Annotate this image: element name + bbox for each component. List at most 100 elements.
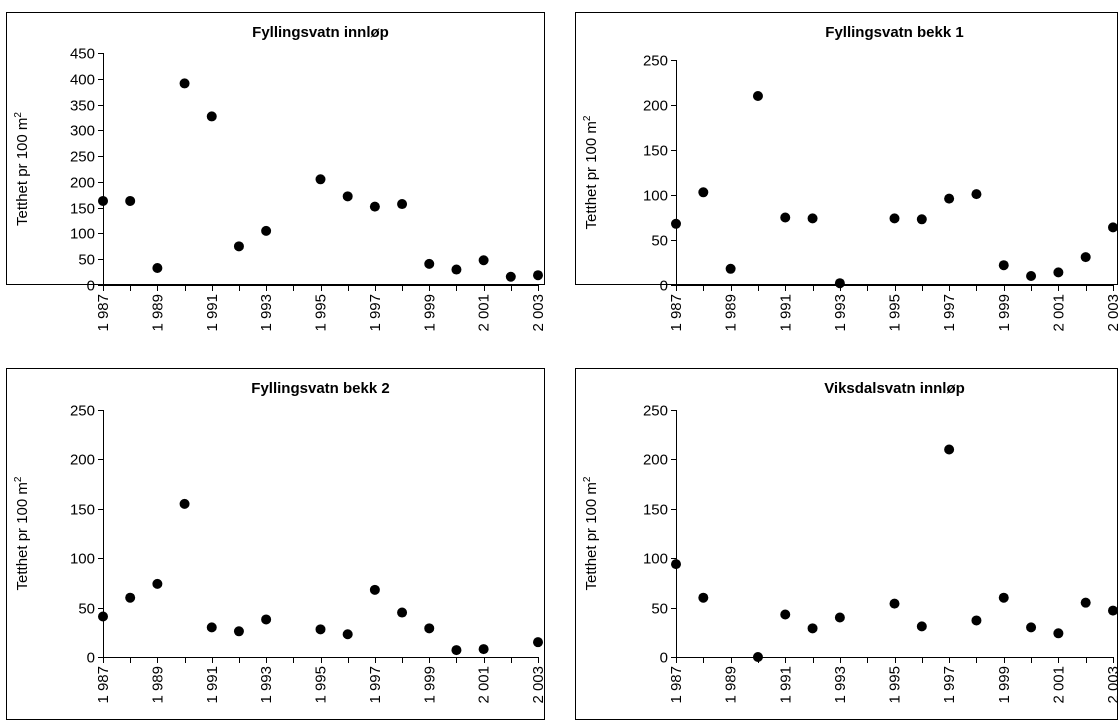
x-tick-label: 2 001 — [476, 666, 493, 704]
y-axis-label: Tetthet pr 100 m2 — [13, 112, 31, 226]
y-tick-label: 0 — [87, 650, 95, 667]
data-point — [971, 189, 982, 200]
y-tick-label: 400 — [70, 72, 95, 89]
x-tick-label: 1 997 — [941, 666, 958, 704]
y-tick-label: 150 — [70, 502, 95, 519]
data-point — [98, 195, 108, 206]
data-point — [780, 212, 791, 223]
data-point — [342, 629, 353, 640]
data-point — [424, 258, 435, 269]
data-point — [807, 623, 818, 634]
data-point — [533, 637, 543, 648]
data-point — [698, 592, 709, 603]
data-point — [315, 624, 326, 635]
x-tick-label: 1 993 — [832, 666, 849, 704]
chart-frame — [575, 368, 1118, 720]
x-tick-label: 2 003 — [530, 294, 547, 332]
x-tick-label: 1 999 — [996, 666, 1013, 704]
data-point — [752, 652, 763, 662]
data-point — [1108, 222, 1118, 233]
y-tick-label: 100 — [643, 551, 668, 568]
data-point — [1108, 605, 1118, 616]
data-point — [889, 598, 900, 609]
x-tick-label: 1 989 — [723, 294, 740, 332]
x-tick-label: 1 987 — [95, 666, 112, 704]
data-point — [971, 615, 982, 626]
data-point — [206, 111, 217, 122]
data-point — [206, 622, 217, 633]
x-tick-label: 1 987 — [668, 294, 685, 332]
y-tick-label: 50 — [651, 233, 668, 250]
data-point — [889, 213, 900, 224]
chart-panel-1: Fyllingsvatn innløp 0 50 100 150 200 250 300 350… — [6, 12, 547, 332]
chart-title: Fyllingsvatn innløp — [252, 24, 389, 41]
data-point — [834, 612, 845, 623]
data-point — [451, 264, 462, 275]
y-tick-label: 50 — [78, 601, 95, 618]
x-tick-label: 1 987 — [95, 294, 112, 332]
y-tick-label: 0 — [660, 650, 668, 667]
data-point — [233, 241, 244, 252]
x-tick-label: 1 989 — [723, 666, 740, 704]
chart-panel-3: Fyllingsvatn bekk 2 0 50 100 150 200 250 1 987 1… — [6, 368, 547, 720]
x-tick-label: 1 987 — [668, 666, 685, 704]
y-axis-label: Tetthet pr 100 m2 — [582, 476, 600, 590]
x-tick-label: 1 993 — [832, 294, 849, 332]
x-tick-label: 1 999 — [996, 294, 1013, 332]
y-tick-label: 0 — [87, 278, 95, 295]
data-point — [944, 444, 955, 455]
data-point — [152, 262, 163, 273]
data-point — [179, 78, 190, 89]
data-point — [179, 498, 190, 509]
x-tick-label: 1 989 — [149, 294, 166, 332]
y-tick-label: 250 — [643, 403, 668, 420]
x-tick-label: 1 999 — [421, 666, 438, 704]
x-tick-label: 2 003 — [1105, 666, 1118, 704]
chart-frame — [575, 12, 1118, 285]
x-tick-label: 1 991 — [204, 666, 221, 704]
x-tick-label: 1 993 — [258, 294, 275, 332]
y-axis-label: Tetthet pr 100 m2 — [13, 476, 31, 590]
y-tick-label: 150 — [643, 502, 668, 519]
y-tick-label: 0 — [660, 278, 668, 295]
x-tick-label: 1 991 — [777, 294, 794, 332]
data-point — [807, 213, 818, 224]
x-tick-label: 1 993 — [258, 666, 275, 704]
x-tick-label: 1 997 — [941, 294, 958, 332]
data-point — [125, 195, 136, 206]
x-tick-label: 2 001 — [1050, 666, 1067, 704]
y-tick-label: 300 — [70, 123, 95, 140]
x-tick-label: 1 995 — [887, 666, 904, 704]
y-tick-label: 100 — [70, 551, 95, 568]
data-point — [780, 609, 791, 620]
data-point — [725, 263, 736, 274]
data-point — [152, 578, 163, 589]
data-point — [698, 187, 709, 198]
data-point — [125, 592, 136, 603]
y-tick-label: 150 — [70, 201, 95, 218]
x-tick-label: 2 001 — [476, 294, 493, 332]
chart-title: Viksdalsvatn innløp — [824, 380, 965, 397]
data-point — [998, 592, 1009, 603]
data-point — [478, 644, 489, 655]
x-tick-label: 1 999 — [421, 294, 438, 332]
chart-frame — [6, 12, 545, 285]
data-point — [369, 201, 380, 212]
y-tick-label: 150 — [643, 143, 668, 160]
x-tick-label: 1 995 — [887, 294, 904, 332]
y-axis-label: Tetthet pr 100 m2 — [582, 115, 600, 229]
data-point — [752, 91, 763, 101]
y-tick-label: 50 — [78, 252, 95, 269]
data-point — [944, 193, 955, 204]
data-point — [1080, 252, 1091, 263]
data-point — [998, 260, 1009, 271]
y-tick-label: 250 — [643, 53, 668, 70]
data-point — [834, 278, 845, 289]
x-tick-label: 1 997 — [367, 294, 384, 332]
x-tick-label: 1 991 — [777, 666, 794, 704]
data-point — [671, 559, 681, 570]
y-tick-label: 200 — [643, 452, 668, 469]
x-tick-label: 2 003 — [530, 666, 547, 704]
data-point — [261, 225, 272, 236]
